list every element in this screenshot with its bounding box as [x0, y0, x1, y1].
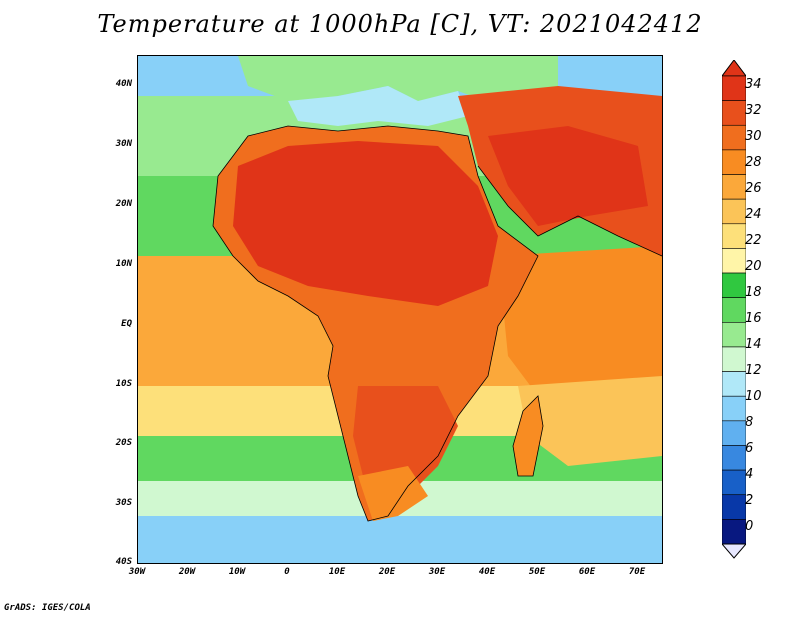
colorbar-label: 16: [745, 311, 762, 326]
colorbar-label: 18: [745, 285, 762, 300]
lat-tick-label: 10S: [115, 379, 132, 389]
colorbar-label: 4: [745, 467, 754, 482]
colorbar-cell: [722, 445, 746, 471]
lat-tick-label: 30S: [115, 498, 132, 508]
colorbar-cell: [722, 75, 746, 101]
colorbar-label: 14: [745, 337, 762, 352]
colorbar-cell: [722, 371, 746, 397]
colorbar-cell: [722, 174, 746, 200]
colorbar-bottom-arrow: [722, 543, 746, 559]
colorbar-label: 10: [745, 389, 762, 404]
lat-tick-label: 30N: [115, 139, 132, 149]
colorbar-label: 22: [745, 233, 762, 248]
colorbar-label: 6: [745, 441, 754, 456]
lon-tick-label: 10E: [328, 567, 346, 577]
arabia-hot-core: [488, 126, 648, 226]
southern-africa-cool: [358, 466, 428, 521]
indian-ocean-warm: [498, 246, 662, 396]
credit-label: GrADS: IGES/COLA: [4, 603, 91, 613]
colorbar-label: 28: [745, 155, 762, 170]
colorbar-cell: [722, 149, 746, 175]
lat-tick-label: 20S: [115, 438, 132, 448]
colorbar-cell: [722, 198, 746, 225]
lon-tick-label: 60E: [578, 567, 596, 577]
lat-tick-label: 40N: [115, 79, 132, 89]
colorbar-top-arrow: [722, 60, 746, 77]
colorbar-label: 34: [745, 77, 762, 92]
colorbar-cell: [722, 322, 746, 348]
colorbar-label: 30: [745, 129, 762, 144]
lon-tick-label: 20E: [378, 567, 396, 577]
lon-tick-label: 70E: [628, 567, 646, 577]
lon-tick-label: 10W: [228, 567, 246, 577]
mediterranean-sea: [288, 86, 468, 126]
colorbar-cell: [722, 100, 746, 126]
lon-tick-label: 20W: [178, 567, 196, 577]
map-canvas: [138, 56, 662, 563]
lat-tick-label: 20N: [115, 199, 132, 209]
lat-tick-label: 10N: [115, 259, 132, 269]
lon-tick-label: 30E: [428, 567, 446, 577]
colorbar-cell: [722, 494, 746, 520]
colorbar-label: 0: [745, 519, 754, 534]
arabia-coastline: [477, 165, 662, 257]
lon-tick-label: 50E: [528, 567, 546, 577]
europe-land: [238, 56, 558, 106]
map-title: Temperature at 1000hPa [C], VT: 20210424…: [97, 10, 703, 38]
colorbar-cell: [722, 272, 746, 298]
colorbar-cell: [722, 469, 746, 496]
colorbar-cell: [722, 297, 746, 323]
colorbar-cell: [722, 223, 746, 249]
colorbar-cell: [722, 395, 746, 422]
color-scale-bar: [722, 60, 746, 559]
colorbar-label: 20: [745, 259, 762, 274]
lat-tick-label: 40S: [115, 557, 132, 567]
sahara-hot-core: [233, 141, 498, 306]
colorbar-cell: [722, 420, 746, 446]
colorbar-label: 12: [745, 363, 762, 378]
colorbar-cell: [722, 124, 746, 151]
colorbar-label: 24: [745, 207, 762, 222]
colorbar-cell: [722, 248, 746, 274]
colorbar-cell: [722, 346, 746, 372]
africa-coastline: [212, 125, 539, 522]
colorbar-label: 2: [745, 493, 754, 508]
lon-tick-label: 40E: [478, 567, 496, 577]
lon-tick-label: 30W: [128, 567, 146, 577]
colorbar-label: 26: [745, 181, 762, 196]
ocean-far-south-band: [138, 516, 662, 563]
indian-ocean-mid: [518, 376, 662, 466]
colorbar-label: 8: [745, 415, 754, 430]
colorbar-cell: [722, 519, 746, 545]
lat-tick-label: EQ: [121, 319, 132, 329]
colorbar-label: 32: [745, 103, 762, 118]
temperature-map: [137, 55, 663, 564]
lon-tick-label: 0: [284, 567, 290, 577]
madagascar: [513, 396, 543, 476]
madagascar-coastline: [512, 395, 544, 477]
